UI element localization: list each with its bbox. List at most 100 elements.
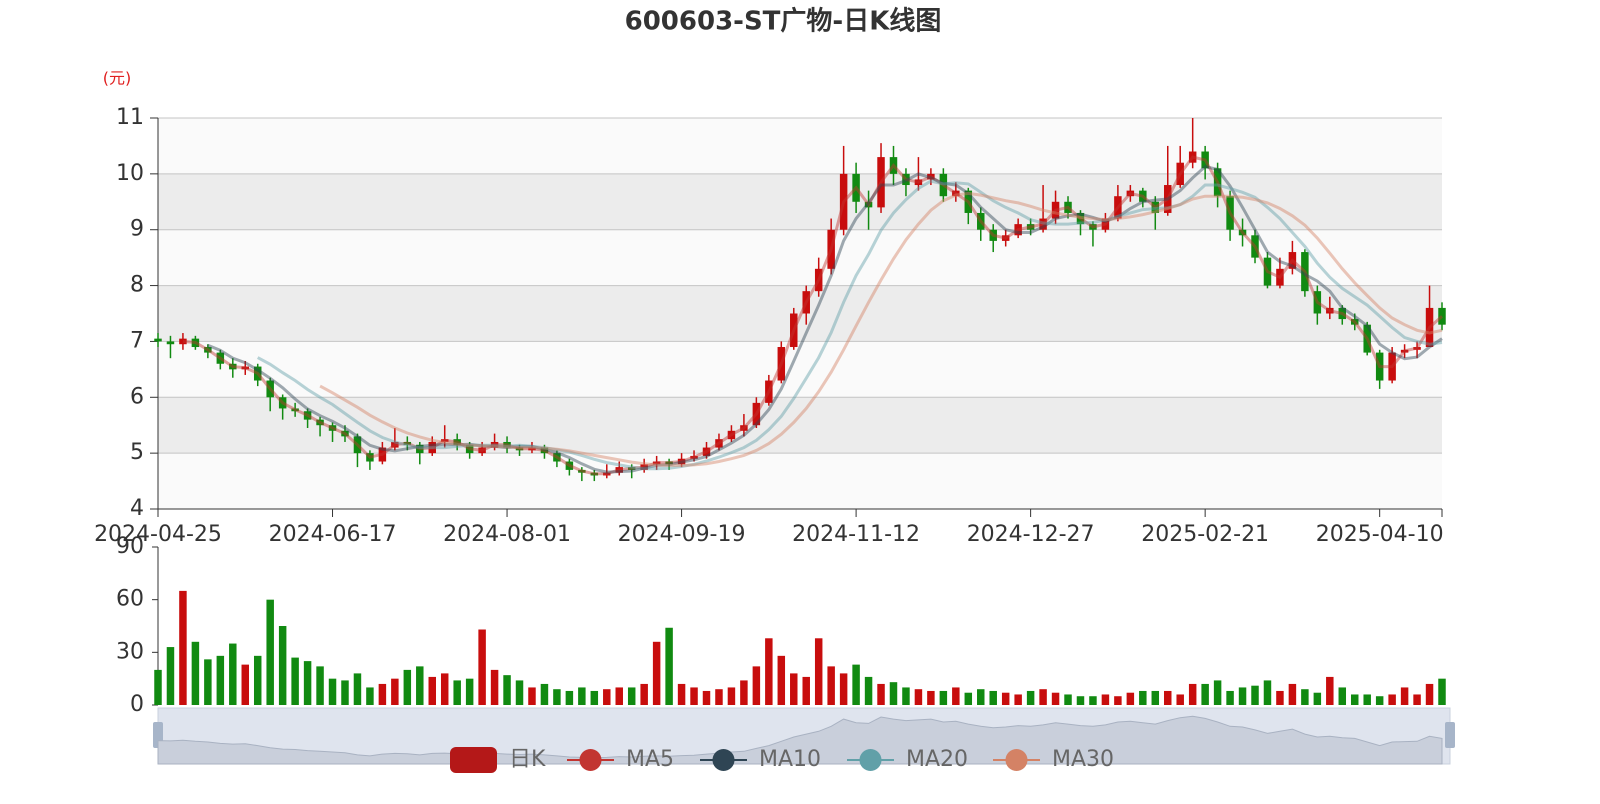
volume-bar (1176, 694, 1184, 705)
grid-band (158, 285, 1442, 342)
volume-bar (1263, 680, 1272, 705)
volume-bar (1188, 683, 1197, 705)
volume-bar (204, 659, 212, 705)
y-tick-label: 11 (116, 105, 144, 130)
volume-bar (578, 687, 586, 705)
candle-body (1413, 347, 1421, 350)
zoom-preview (157, 715, 1443, 765)
volume-bar (1151, 690, 1160, 705)
grid-band (158, 397, 1442, 454)
candle-body (1026, 224, 1035, 230)
candle-body (403, 441, 412, 445)
volume-bar (864, 676, 873, 705)
volume-bar (166, 647, 175, 705)
candle-body (166, 341, 175, 345)
ma-line (319, 191, 1443, 467)
volume-bar (989, 690, 997, 705)
legend-label[interactable]: 日K (509, 747, 546, 772)
volume-bar (1375, 696, 1384, 705)
candle-body (1114, 196, 1122, 219)
volume-bar (1139, 690, 1147, 705)
candle-body (1139, 190, 1147, 202)
candle-body (1176, 162, 1184, 186)
candle-body (1288, 252, 1297, 269)
x-tick-label: 2025-02-21 (1141, 522, 1269, 547)
candle-body (839, 173, 848, 230)
legend-label[interactable]: MA10 (759, 747, 821, 772)
volume-bar (814, 638, 823, 705)
candle-body (465, 444, 474, 454)
y-tick-label: 5 (130, 440, 144, 465)
volume-bar (964, 692, 973, 705)
volume-tick-label: 30 (116, 639, 144, 664)
candle-body (1201, 151, 1209, 169)
candle-body (528, 447, 536, 451)
candle-body (1251, 235, 1259, 258)
volume-bar (1301, 689, 1309, 705)
candle-body (515, 447, 524, 451)
candle-body (578, 469, 586, 473)
candle-body (1363, 324, 1371, 353)
volume-bar (266, 599, 274, 705)
volume-bar (353, 673, 362, 705)
candle-body (702, 447, 711, 456)
legend-label[interactable]: MA30 (1052, 747, 1114, 772)
volume-bar (1338, 687, 1347, 705)
y-unit: (元) (103, 69, 132, 88)
candle-body (416, 444, 424, 454)
volume-bar (1413, 694, 1421, 705)
candle-body (1375, 352, 1384, 381)
volume-bar (428, 676, 436, 705)
x-tick-label: 2024-08-01 (443, 522, 571, 547)
volume-bar (652, 641, 661, 705)
candle-body (814, 268, 823, 292)
volume-bar (777, 655, 786, 705)
candle-body (478, 447, 486, 454)
candle-body (341, 430, 349, 437)
volume-bar (1425, 683, 1434, 705)
candle-body (1188, 151, 1197, 163)
candle-body (391, 441, 399, 448)
candle-body (154, 338, 162, 342)
candle-body (603, 472, 611, 476)
candle-body (590, 472, 599, 476)
candle-body (1438, 307, 1446, 325)
candle-body (1388, 352, 1396, 381)
volume-bar (790, 673, 798, 705)
volume-bar (1388, 694, 1396, 705)
candle-body (827, 229, 835, 269)
grid-band (158, 453, 1442, 509)
volume-bar (391, 678, 399, 705)
volume-bar (1064, 694, 1072, 705)
candle-body (353, 436, 362, 454)
candle-body (977, 212, 985, 230)
legend-icon[interactable] (450, 747, 497, 773)
candle-body (802, 291, 810, 314)
volume-bar (727, 687, 736, 705)
legend-icon[interactable] (712, 749, 735, 771)
volume-bar (465, 678, 474, 705)
candle-body (440, 439, 449, 442)
legend-icon[interactable] (859, 749, 882, 771)
candle-body (790, 313, 798, 348)
volume-bar (1114, 696, 1122, 705)
volume-bar (902, 687, 910, 705)
volume-bar (852, 664, 860, 705)
volume-tick-label: 0 (130, 692, 144, 717)
candle-body (303, 411, 312, 420)
volume-bar (179, 590, 187, 705)
candle-body (1151, 201, 1160, 213)
volume-bar (490, 669, 499, 705)
volume-bar (927, 690, 935, 705)
volume-bar (1350, 694, 1359, 705)
legend-icon[interactable] (1005, 749, 1028, 771)
x-tick-label: 2024-04-25 (94, 522, 222, 547)
volume-bar (1238, 687, 1247, 705)
legend-icon[interactable] (579, 749, 602, 771)
zoom-handle[interactable] (1445, 722, 1455, 748)
legend-label[interactable]: MA20 (906, 747, 968, 772)
candle-body (1313, 291, 1322, 314)
legend-label[interactable]: MA5 (626, 747, 674, 772)
candle-body (1089, 224, 1097, 230)
grid-band (158, 229, 1442, 286)
